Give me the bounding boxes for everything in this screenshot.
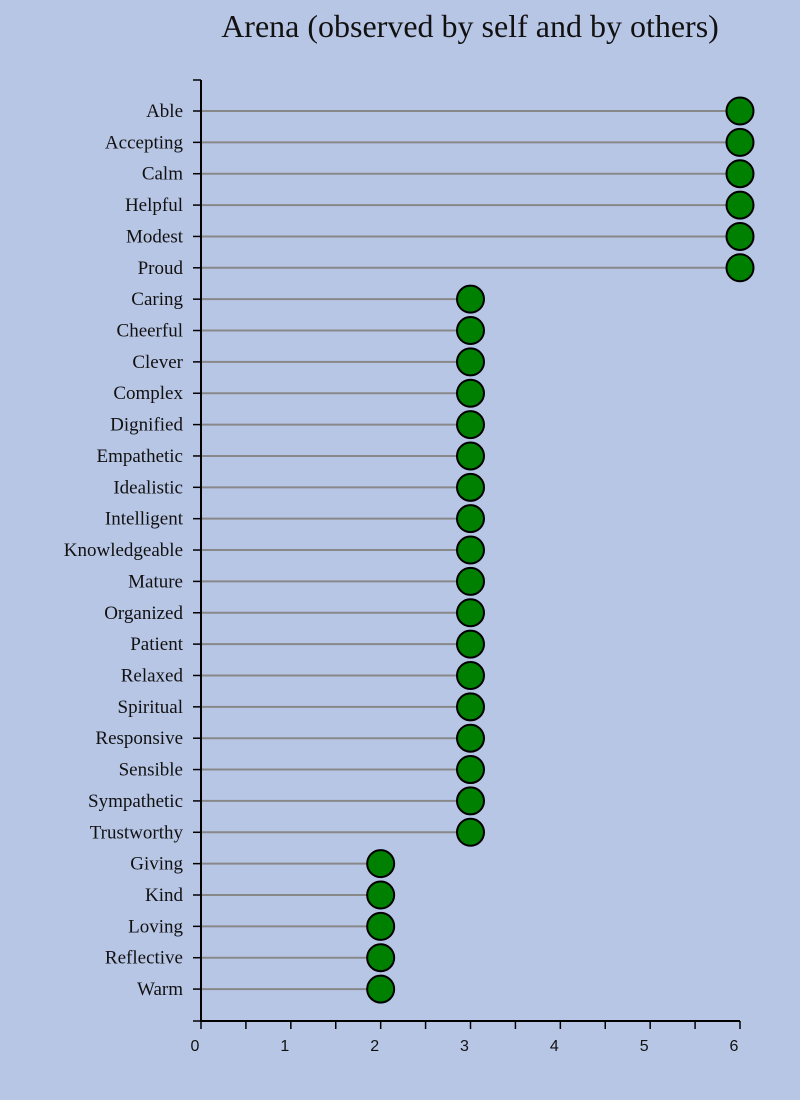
y-tick-label: Idealistic	[113, 477, 183, 498]
lollipop-marker	[456, 817, 485, 847]
y-tick-label: Helpful	[125, 195, 183, 216]
lollipop-marker	[366, 849, 396, 879]
y-tick-label: Sympathetic	[88, 791, 183, 812]
x-tick-label: 2	[370, 1038, 379, 1055]
lollipop-marker	[725, 253, 755, 283]
lollipop-marker	[456, 410, 485, 440]
y-tick-label: Sensible	[119, 760, 183, 781]
x-tick-label: 0	[191, 1038, 200, 1055]
markers-layer	[366, 96, 755, 1004]
y-tick-label: Organized	[104, 603, 183, 624]
y-tick-label: Intelligent	[105, 509, 184, 530]
lollipop-marker	[456, 786, 485, 816]
y-tick-label: Able	[146, 101, 183, 122]
y-tick-label: Accepting	[105, 132, 184, 153]
lollipop-marker	[456, 629, 485, 659]
lollipop-marker	[725, 221, 755, 251]
lollipop-marker	[725, 127, 755, 157]
lollipop-marker	[456, 755, 485, 785]
y-tick-label: Trustworthy	[90, 822, 184, 843]
y-tick-label: Clever	[132, 352, 183, 373]
y-axis: Able Accepting Calm Helpful Modest Proud Carin…	[64, 79, 202, 1022]
y-tick-label: Reflective	[105, 948, 183, 969]
x-axis: 0 1 2 3 4 5 6	[191, 1020, 741, 1055]
lollipop-marker	[456, 692, 485, 722]
lollipop-marker	[456, 284, 485, 314]
lollipop-marker	[366, 880, 396, 910]
y-tick-label: Modest	[126, 226, 184, 247]
y-tick-label: Relaxed	[121, 665, 184, 686]
x-tick-label: 3	[460, 1038, 469, 1055]
lollipop-marker	[725, 96, 755, 126]
stems-layer	[201, 110, 740, 991]
y-tick-label: Dignified	[110, 415, 183, 436]
lollipop-marker	[456, 347, 485, 377]
lollipop-marker	[366, 911, 396, 941]
y-tick-label: Caring	[131, 289, 183, 310]
chart-title: Arena (observed by self and by others)	[221, 8, 719, 44]
y-tick-label: Warm	[137, 979, 183, 1000]
y-tick-label: Empathetic	[96, 446, 183, 467]
lollipop-marker	[456, 535, 485, 565]
lollipop-marker	[456, 316, 485, 346]
y-tick-label: Mature	[128, 571, 183, 592]
y-tick-label: Proud	[138, 258, 184, 279]
x-tick-label: 1	[280, 1038, 289, 1055]
lollipop-marker	[725, 190, 755, 220]
lollipop-marker	[456, 378, 485, 408]
lollipop-marker	[456, 441, 485, 471]
y-tick-label: Complex	[113, 383, 183, 404]
lollipop-marker	[366, 943, 396, 973]
y-tick-label: Calm	[142, 164, 183, 185]
lollipop-marker	[456, 472, 485, 502]
lollipop-marker	[725, 159, 755, 189]
y-tick-label: Knowledgeable	[64, 540, 183, 561]
y-tick-label: Responsive	[95, 728, 183, 749]
y-tick-label: Giving	[130, 854, 183, 875]
y-tick-label: Loving	[128, 916, 183, 937]
x-tick-label: 4	[550, 1038, 559, 1055]
y-tick-label: Kind	[145, 885, 184, 906]
x-tick-label: 5	[640, 1038, 649, 1055]
y-tick-label: Patient	[130, 634, 183, 655]
lollipop-marker	[366, 974, 396, 1004]
y-tick-label: Cheerful	[117, 321, 183, 342]
y-tick-label: Spiritual	[118, 697, 183, 718]
lollipop-marker	[456, 723, 485, 753]
lollipop-marker	[456, 504, 485, 534]
lollipop-marker	[456, 660, 485, 690]
x-tick-label: 6	[730, 1038, 739, 1055]
lollipop-marker	[456, 566, 485, 596]
lollipop-marker	[456, 598, 485, 628]
